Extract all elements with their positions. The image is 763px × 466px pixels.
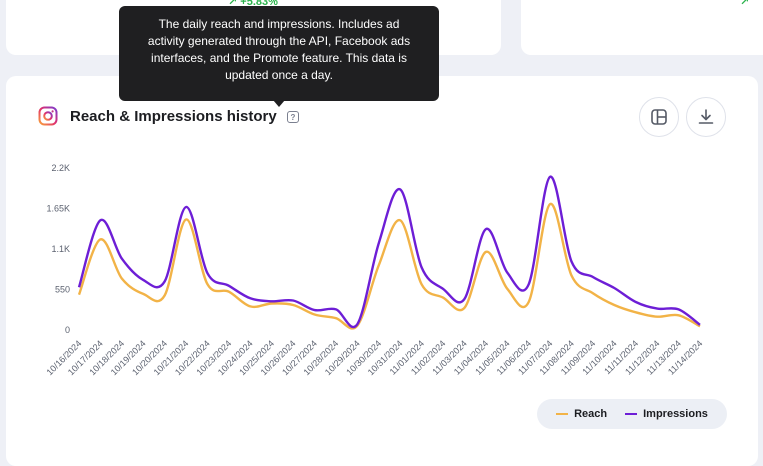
tooltip-arrow [273,100,285,107]
layout-button[interactable] [639,97,679,137]
chart-legend: Reach Impressions [537,399,727,429]
change-badge-left: ↗ +5.83% [228,0,278,8]
legend-label-impressions: Impressions [643,408,708,420]
y-tick-label: 0 [65,325,70,335]
reach-impressions-chart: 0 550 1.1K 1.65K 2.2K 10/16/202410/17/202410… [44,163,704,377]
chart-lines [77,175,701,330]
x-axis-ticks: 10/16/202410/17/202410/18/202410/19/2024… [44,338,704,377]
change-badge-right: ↗ [740,0,750,8]
svg-text:?: ? [290,113,295,122]
instagram-icon [38,106,58,126]
y-tick-label: 2.2K [51,163,70,173]
series-line-reach [77,202,701,330]
info-tooltip: The daily reach and impressions. Include… [119,6,439,101]
y-axis-ticks: 0 550 1.1K 1.65K 2.2K [46,163,70,335]
y-tick-label: 1.65K [46,204,70,214]
legend-swatch-reach [556,413,569,415]
download-icon [698,109,714,124]
download-button[interactable] [686,97,726,137]
help-icon[interactable]: ? [286,110,299,123]
legend-label-reach: Reach [574,408,608,420]
legend-item-impressions[interactable]: Impressions [625,408,708,420]
layout-icon [651,109,667,125]
legend-item-reach[interactable]: Reach [556,408,607,420]
y-tick-label: 550 [55,285,70,295]
card-header: Reach & Impressions history ? [38,106,299,126]
series-line-impressions [77,175,701,329]
y-tick-label: 1.1K [51,244,70,254]
page-title: Reach & Impressions history [70,107,277,125]
summary-card-right [521,0,763,55]
legend-swatch-impressions [625,413,638,415]
